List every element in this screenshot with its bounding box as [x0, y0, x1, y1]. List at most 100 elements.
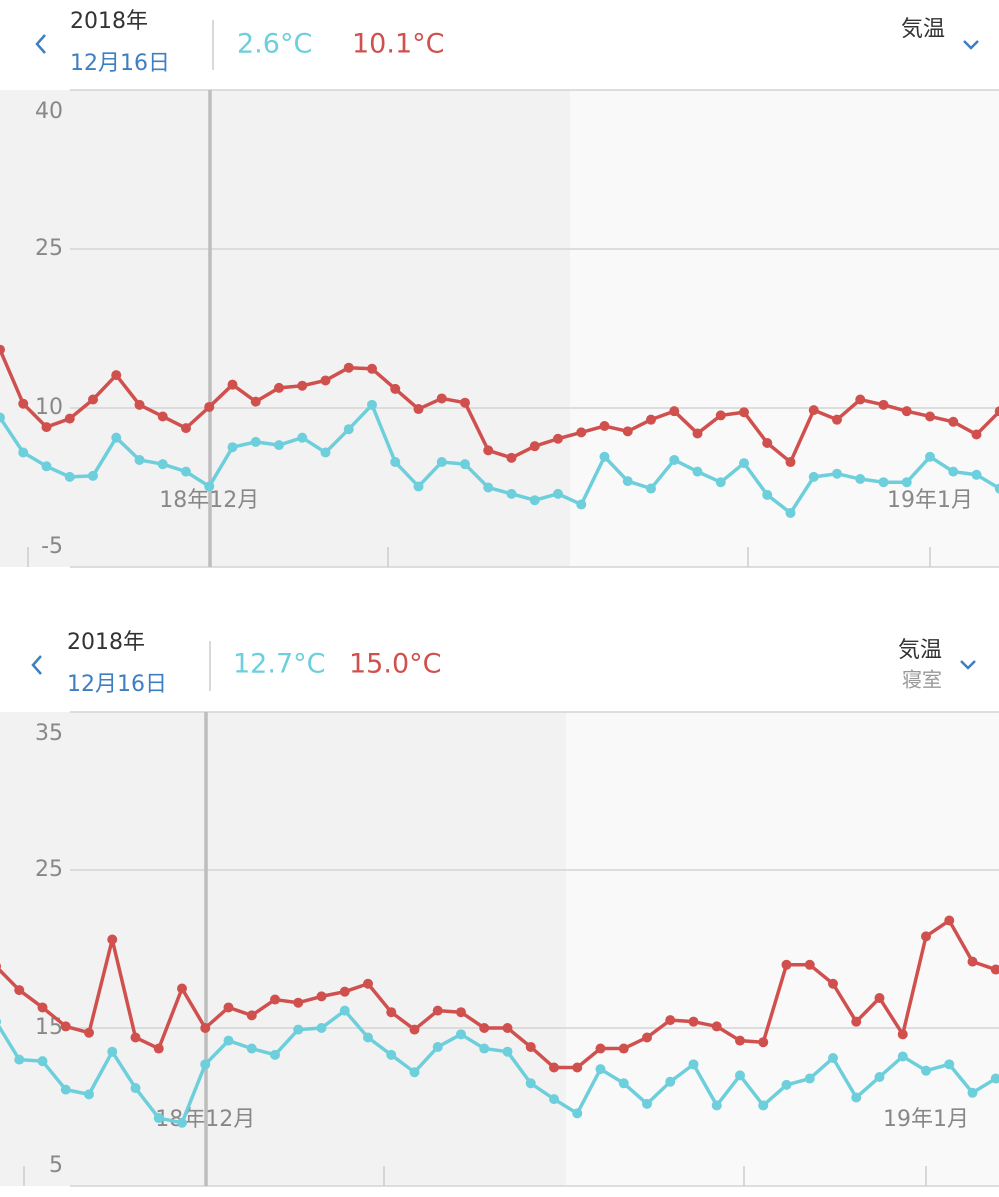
data-point	[246, 1043, 257, 1054]
data-point	[529, 495, 540, 506]
metric[interactable]: 気温	[901, 17, 945, 42]
metric[interactable]: 気温	[898, 638, 942, 663]
date[interactable]: 12月16日	[67, 672, 167, 697]
data-point	[293, 997, 304, 1008]
data-point	[367, 363, 377, 374]
y-tick-label: -5	[41, 534, 63, 559]
back-button[interactable]	[31, 655, 42, 675]
year: 2018年	[67, 630, 145, 655]
data-point	[669, 454, 680, 465]
data-point	[456, 1029, 466, 1040]
data-point	[343, 424, 354, 435]
data-point	[316, 991, 327, 1002]
data-point	[432, 1005, 443, 1016]
data-point	[390, 383, 401, 394]
data-point	[111, 432, 122, 443]
data-point	[60, 1021, 71, 1032]
data-point	[828, 1053, 838, 1064]
data-point	[390, 457, 401, 468]
data-point	[483, 482, 494, 493]
data-point	[828, 978, 838, 989]
data-point	[181, 466, 191, 477]
data-point	[297, 380, 308, 391]
data-point	[130, 1032, 141, 1043]
data-point	[921, 1065, 931, 1076]
data-point	[549, 1062, 559, 1073]
data-point	[60, 1084, 71, 1095]
data-point	[343, 362, 354, 373]
data-point	[642, 1098, 652, 1109]
data-point	[599, 421, 610, 432]
data-point	[994, 406, 999, 417]
data-point	[665, 1015, 676, 1026]
y-tick-label: 10	[35, 395, 63, 420]
data-point	[41, 422, 52, 433]
data-point	[948, 416, 959, 427]
max-value: 15.0°C	[349, 649, 441, 680]
data-point	[781, 959, 792, 970]
data-point	[367, 399, 377, 410]
data-point	[576, 499, 587, 510]
data-point	[14, 985, 25, 996]
min-value: 12.7°C	[233, 649, 325, 680]
data-point	[153, 1113, 164, 1124]
date[interactable]: 12月16日	[70, 51, 170, 76]
data-point	[572, 1062, 583, 1073]
data-point	[409, 1067, 420, 1078]
chart: 40 25 10 -5 18年12月 19年1月	[0, 89, 999, 568]
data-point	[460, 459, 470, 470]
data-point	[994, 483, 999, 494]
data-point	[200, 1023, 211, 1033]
data-point	[762, 437, 773, 448]
data-point	[618, 1043, 629, 1054]
data-point	[576, 427, 587, 438]
data-point	[409, 1024, 420, 1035]
data-point	[925, 451, 935, 462]
dropdown[interactable]	[963, 40, 979, 50]
data-point	[223, 1035, 234, 1046]
data-point	[18, 398, 29, 409]
data-point	[665, 1076, 676, 1087]
data-point	[622, 476, 633, 487]
location: 寝室	[902, 668, 942, 692]
data-point	[851, 1092, 862, 1103]
max-value: 10.1°C	[352, 29, 444, 60]
data-point	[688, 1059, 699, 1070]
y-tick-label: 40	[35, 99, 63, 124]
data-point	[250, 396, 261, 407]
back-button[interactable]	[35, 34, 46, 54]
x-tick-label: 18年12月	[159, 488, 259, 513]
data-point	[967, 1087, 978, 1098]
data-point	[386, 1049, 397, 1060]
data-point	[878, 477, 889, 488]
data-point	[971, 469, 982, 480]
data-point	[227, 442, 238, 453]
data-point	[0, 344, 5, 355]
data-point	[855, 394, 866, 405]
y-tick-label: 35	[35, 721, 63, 746]
data-point	[711, 1100, 722, 1111]
data-point	[37, 1056, 48, 1067]
plot-background	[570, 90, 999, 567]
data-point	[832, 414, 842, 425]
plot-background	[0, 712, 566, 1186]
dropdown[interactable]	[960, 660, 976, 670]
data-point	[107, 1046, 118, 1057]
data-point	[250, 436, 261, 447]
data-point	[646, 414, 656, 425]
data-point	[483, 445, 494, 456]
data-point	[479, 1023, 490, 1033]
data-point	[157, 459, 168, 470]
data-point	[84, 1089, 94, 1100]
x-tick-label: 19年1月	[883, 1107, 969, 1132]
data-point	[855, 474, 866, 485]
data-point	[669, 406, 680, 417]
data-point	[506, 488, 517, 499]
data-point	[808, 405, 819, 416]
plot-background	[0, 90, 570, 567]
data-point	[479, 1043, 490, 1054]
data-point	[460, 397, 470, 408]
data-point	[111, 370, 122, 381]
